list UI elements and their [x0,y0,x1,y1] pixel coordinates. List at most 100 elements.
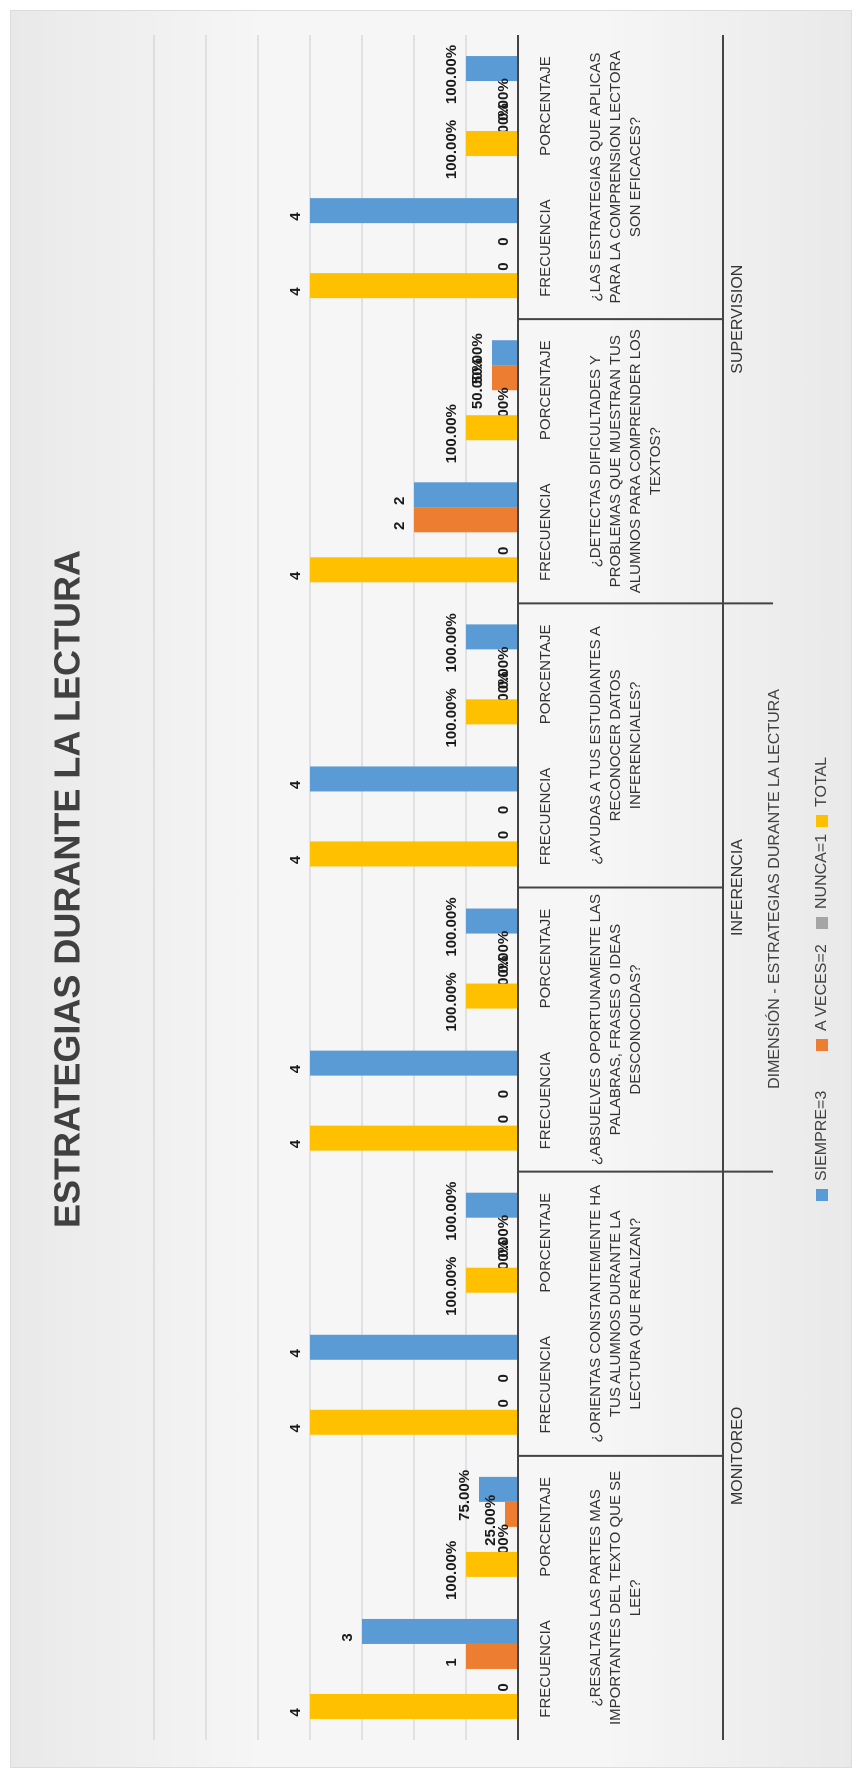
bar [466,1643,518,1669]
data-label: 4 [287,212,304,221]
bar [310,198,518,224]
question-label: SON EFICACES? [627,117,644,237]
bar [466,1267,518,1293]
data-label: 0 [495,806,512,814]
data-label: 75.00% [456,1470,473,1521]
data-label: 100.00% [443,1182,460,1241]
question-label: ¿RESALTAS LAS PARTES MAS [587,1489,604,1706]
legend-label: A VECES=2 [813,944,830,1031]
bar [310,1693,518,1719]
data-label: 100.00% [443,404,460,463]
data-label: 0 [495,1374,512,1382]
data-label: 0 [495,237,512,245]
data-label: 100.00% [443,972,460,1031]
data-label: 100.00% [443,45,460,104]
group-label: SUPERVISION [729,265,746,374]
data-label: 4 [287,1708,304,1717]
question-label: PROBLEMAS QUE MUESTRAN TUS [607,335,624,587]
bar [466,699,518,725]
group-label: MONITOREO [729,1407,746,1505]
legend-swatch [816,1189,828,1201]
data-label: 4 [287,1423,304,1432]
bar [362,1618,518,1644]
data-label: 100.00% [443,897,460,956]
measure-label: FRECUENCIA [537,484,554,582]
bar [466,1192,518,1218]
question-label: ¿ABSUELVES OPORTUNAMENTE LAS [587,894,604,1165]
data-label: 4 [287,1064,304,1073]
data-label: 2 [391,522,408,530]
bar [414,482,518,508]
question-label: TUS ALUMNOS DURANTE LA [607,1210,624,1417]
data-label: 100.00% [443,120,460,179]
legend-swatch [816,1039,828,1051]
question-label: ¿ORIENTAS CONSTANTEMENTE HA [587,1185,604,1443]
bar [466,1551,518,1577]
bar [466,131,518,157]
measure-label: PORCENTAJE [537,909,554,1009]
data-label: 100.00% [443,1541,460,1600]
chart-frame [10,10,852,1768]
data-label: 1 [443,1658,460,1666]
bar [310,1334,518,1360]
data-label: 100.00% [443,1257,460,1316]
measure-label: PORCENTAJE [537,1477,554,1577]
measure-label: PORCENTAJE [537,1193,554,1293]
bar [466,624,518,650]
bar [310,766,518,792]
bar [466,415,518,441]
data-label: 4 [287,855,304,864]
question-label: PARA LA COMPRENSION LECTORA [607,51,624,304]
data-label: 100.00% [443,613,460,672]
data-label: 2 [391,497,408,505]
bar [310,1125,518,1151]
data-label: 4 [287,287,304,296]
data-label: 0 [495,831,512,839]
question-label: RECONOCER DATOS [607,669,624,821]
measure-label: PORCENTAJE [537,625,554,725]
data-label: 0.00% [495,1215,512,1258]
data-label: 100.00% [443,688,460,747]
bar [310,841,518,867]
measure-label: FRECUENCIA [537,768,554,866]
data-label: 0 [495,1683,512,1691]
bar [310,273,518,299]
measure-label: PORCENTAJE [537,340,554,440]
question-label: DESCONOCIDAS? [627,965,644,1095]
bar [310,1050,518,1076]
data-label: 4 [287,1139,304,1148]
question-label: PALABRAS, FRASES O IDEAS [607,924,624,1135]
question-label: LEE? [627,1580,644,1617]
data-label: 25.00% [482,1495,499,1546]
measure-label: FRECUENCIA [537,1336,554,1434]
bar [492,340,518,366]
bar [479,1476,518,1502]
data-label: 0 [495,1090,512,1098]
data-label: 4 [287,1348,304,1357]
data-label: 0 [495,262,512,270]
chart-title: ESTRATEGIAS DURANTE LA LECTURA [47,550,88,1228]
question-label: ¿DETECTAS DIFICULTADES Y [587,355,604,567]
measure-label: FRECUENCIA [537,1052,554,1150]
measure-label: PORCENTAJE [537,56,554,156]
legend-swatch [816,917,828,929]
question-label: ALUMNOS PARA COMPRENDER LOS [627,329,644,593]
bar [466,983,518,1009]
question-label: ¿LAS ESTRATEGIAS QUE APLICAS [587,53,604,302]
legend-label: NUNCA=1 [813,834,830,909]
question-label: INFERENCIALES? [627,682,644,810]
group-label: INFERENCIA [729,839,746,936]
data-label: 0.00% [495,647,512,690]
legend-label: SIEMPRE=3 [813,1091,830,1181]
data-label: 0.00% [495,931,512,974]
data-label: 3 [339,1633,356,1641]
data-label: 0 [495,1115,512,1123]
bar [466,908,518,934]
data-label: 0 [495,547,512,555]
data-label: 50.00% [469,358,486,409]
legend-label: TOTAL [813,757,830,807]
bar [492,365,518,391]
data-label: 0 [495,1399,512,1407]
bar [310,557,518,583]
